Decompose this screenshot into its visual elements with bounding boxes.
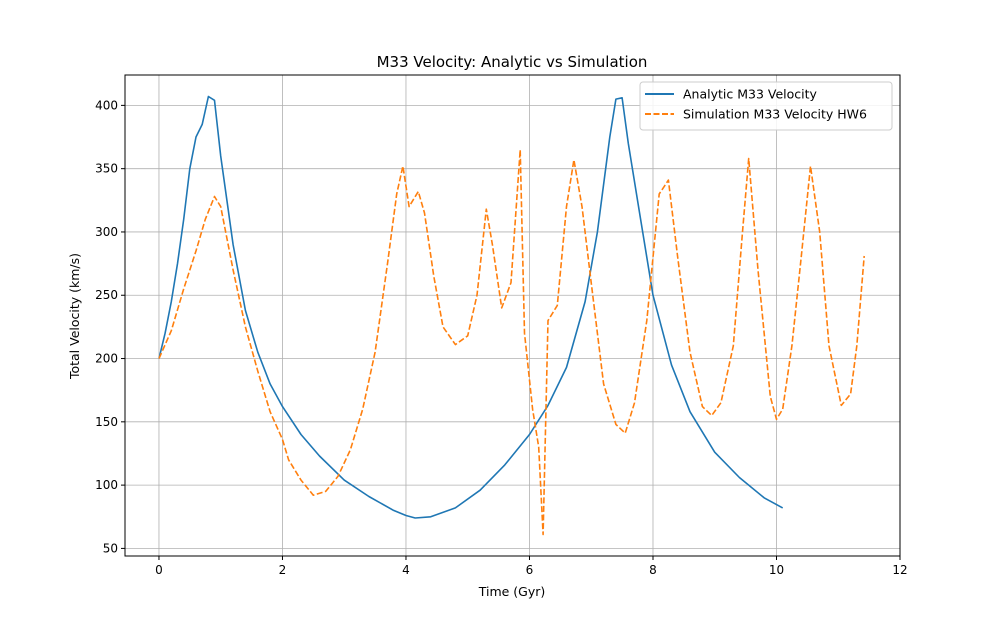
legend-box [639, 81, 893, 131]
y-tick-label: 300 [95, 225, 118, 239]
axis-ticks: 0 2 4 6 8 10 12 50 100 150 200 250 300 350 400 [95, 98, 908, 577]
legend-label-analytic: Analytic M33 Velocity [683, 87, 818, 102]
plot-frame [124, 74, 901, 557]
x-axis-label: Time (Gyr) [478, 584, 546, 599]
legend-label-simulation: Simulation M33 Velocity HW6 [683, 107, 867, 122]
x-tick-label: 10 [769, 563, 784, 577]
series-line-simulation [158, 148, 865, 536]
x-tick-label: 2 [279, 563, 287, 577]
grid [125, 75, 901, 556]
y-axis-label: Total Velocity (km/s) [67, 253, 82, 380]
y-tick-label: 200 [95, 352, 118, 366]
y-tick-label: 50 [103, 541, 118, 555]
series-line-analytic [158, 95, 784, 519]
x-tick-label: 8 [649, 563, 657, 577]
x-tick-label: 0 [155, 563, 163, 577]
chart-title: M33 Velocity: Analytic vs Simulation [377, 53, 648, 71]
y-tick-label: 250 [95, 288, 118, 302]
legend: Analytic M33 Velocity Simulation M33 Vel… [639, 81, 893, 131]
y-tick-label: 400 [95, 98, 118, 112]
x-tick-label: 6 [526, 563, 534, 577]
x-tick-label: 4 [402, 563, 410, 577]
y-tick-label: 100 [95, 478, 118, 492]
series-lines [158, 95, 865, 536]
x-tick-label: 12 [892, 563, 907, 577]
y-tick-label: 350 [95, 162, 118, 176]
y-tick-label: 150 [95, 415, 118, 429]
